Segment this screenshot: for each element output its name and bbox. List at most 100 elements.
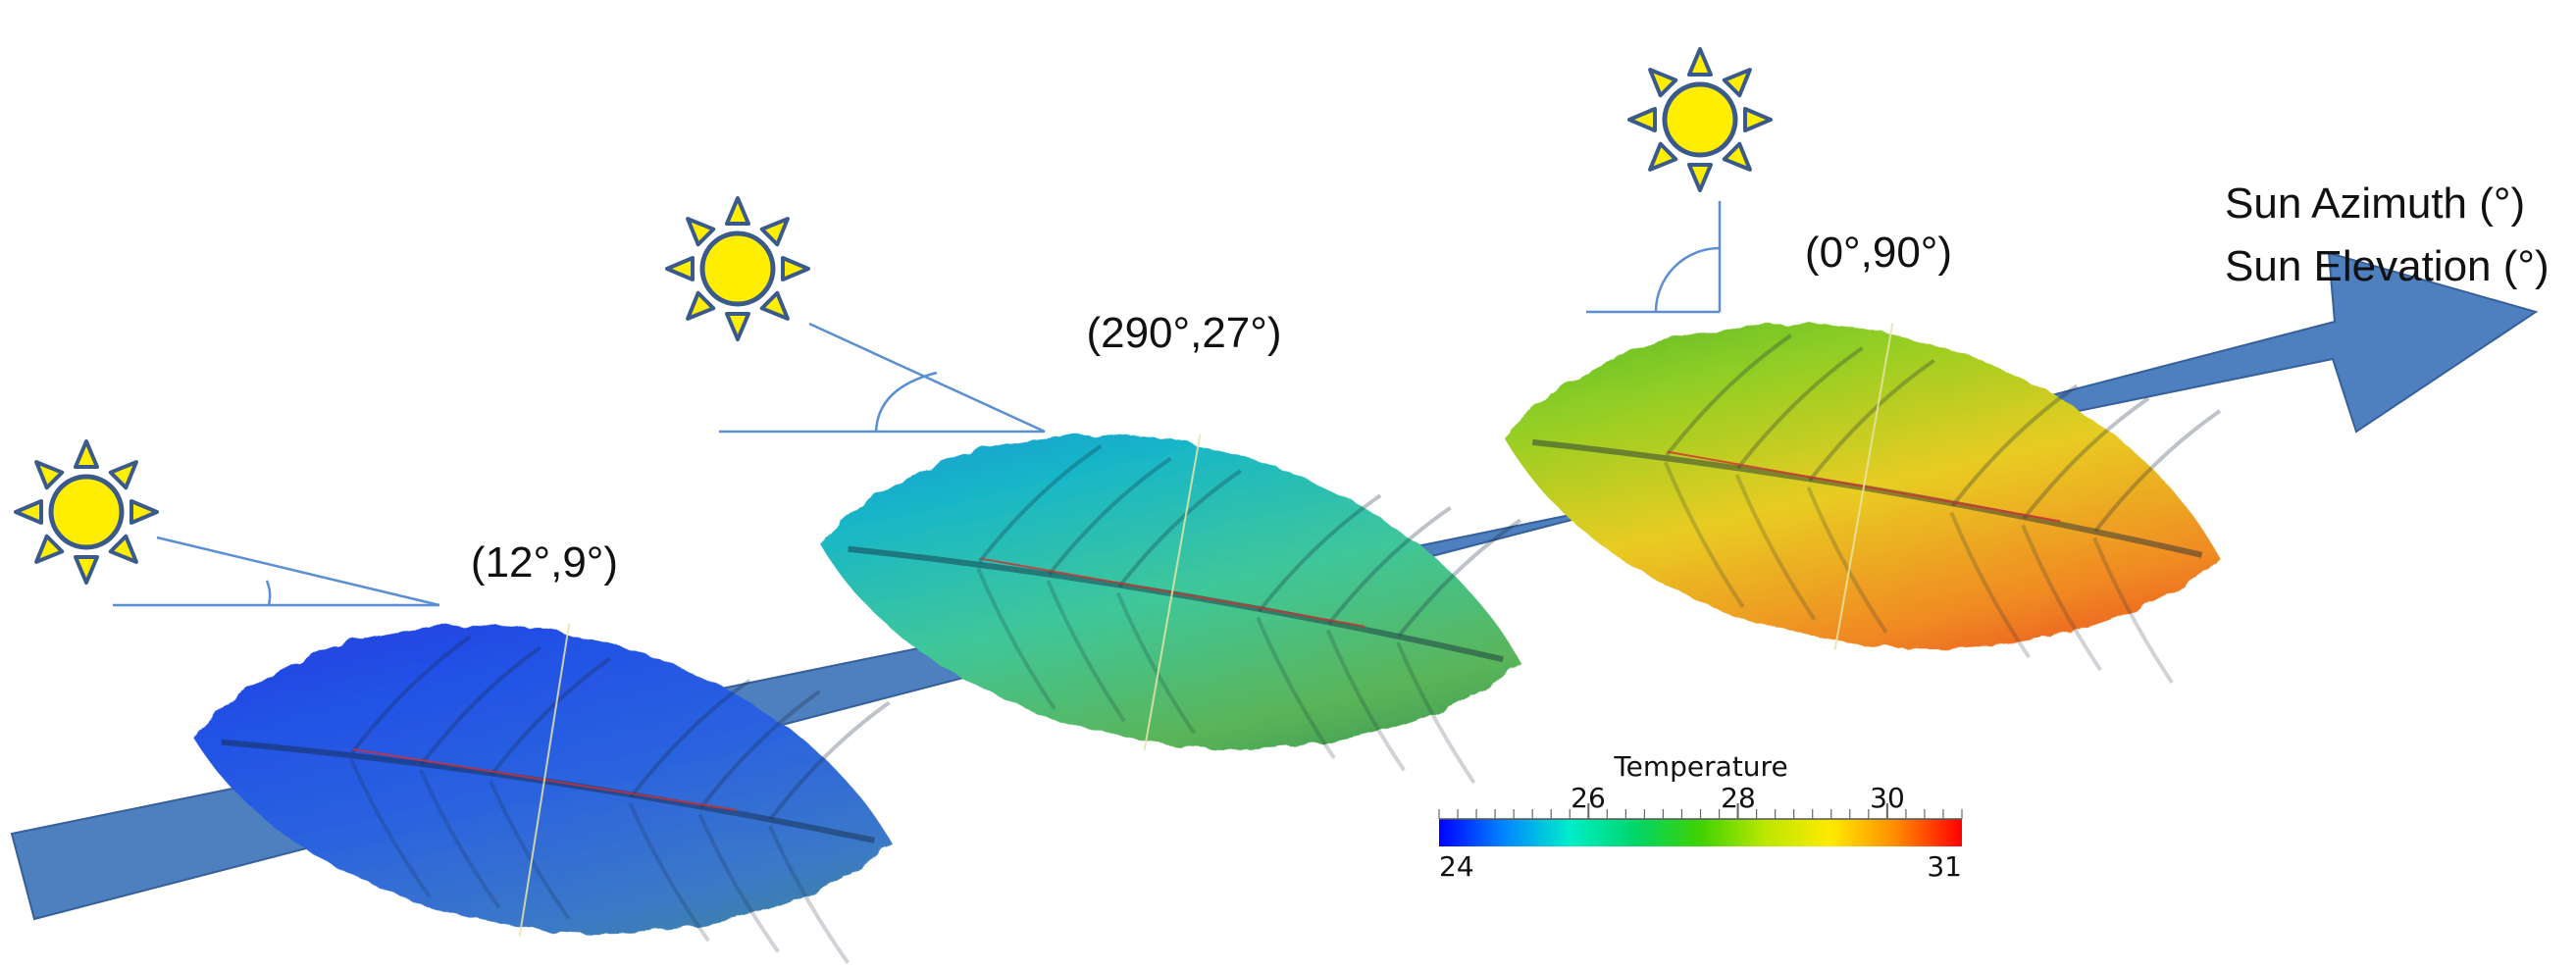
angle-ray <box>808 322 1046 434</box>
sun-ray <box>34 534 65 564</box>
colorbar-min-label: 24 <box>1439 850 1474 883</box>
elevation-angle-marker-1 <box>113 536 440 607</box>
sun-ray <box>1627 107 1657 132</box>
colorbar-tick-label-30: 30 <box>1870 782 1905 814</box>
leaf-vein <box>767 824 850 964</box>
leaf-vein <box>1048 456 1172 576</box>
sun-ray <box>1648 68 1678 98</box>
leaf-vein <box>1046 580 1126 723</box>
leaf-vein <box>1808 358 1935 483</box>
temperature-colorbar: Temperature 24 31 26 28 30 <box>1438 750 1963 883</box>
axis-title-elevation: Sun Elevation (°) <box>2225 242 2550 290</box>
sun-ray <box>725 312 750 341</box>
leaf-vein <box>1950 383 2079 507</box>
leaf-vein <box>1256 617 1336 759</box>
leaf-vein <box>697 813 780 953</box>
sun-icon-3 <box>1627 47 1773 192</box>
sun-ray <box>1743 107 1773 132</box>
leaf-vein <box>1325 629 1407 772</box>
sun-ray <box>686 290 716 321</box>
condition-label-3: (0°,90°) <box>1805 229 1952 277</box>
leaf-vein <box>489 780 571 920</box>
angle-arc <box>874 371 938 433</box>
leaf-vein <box>1806 486 1888 634</box>
leaf-vein <box>1736 346 1864 470</box>
colorbar-gradient <box>1439 819 1962 846</box>
leaf-midrib <box>1531 438 2203 558</box>
sun-icon-2 <box>665 196 810 341</box>
leaf-vein <box>1663 461 1745 608</box>
sun-ray <box>129 499 159 525</box>
sun-ray <box>74 555 99 585</box>
suns-group <box>14 47 1773 607</box>
leaf-1 <box>193 623 893 964</box>
elevation-angle-marker-2 <box>719 322 1046 434</box>
leaf-vein <box>1396 641 1476 785</box>
leaf-vein <box>977 444 1103 564</box>
sun-ray <box>781 256 810 281</box>
sun-ray <box>1722 68 1752 98</box>
sun-ray <box>34 460 65 490</box>
sun-ray <box>1687 163 1713 192</box>
sun-disc <box>699 230 776 307</box>
sun-ray <box>1722 141 1752 172</box>
leaf-vein <box>1397 518 1521 638</box>
leaf-midrib <box>848 545 1504 663</box>
leaf-vein <box>629 679 751 798</box>
leaf-vein <box>768 700 891 821</box>
sun-ray <box>759 290 790 321</box>
sun-ray <box>108 460 138 490</box>
sun-ray <box>725 196 750 226</box>
sun-icon-1 <box>14 439 159 585</box>
leaf-crosshair-vertical <box>518 623 571 937</box>
angle-ray <box>156 536 440 607</box>
colorbar-tick-label-26: 26 <box>1571 782 1606 814</box>
leaf-vein <box>1949 511 2032 659</box>
leaf-vein <box>1665 333 1792 457</box>
leaf-vein <box>2093 409 2222 533</box>
colorbar-ticks <box>1438 803 1963 820</box>
leaf-3 <box>1504 323 2222 685</box>
leaf-vein <box>2021 524 2102 672</box>
sun-ray <box>1687 47 1713 77</box>
leaf-vein <box>698 690 821 809</box>
leaf-vein <box>1117 469 1242 588</box>
leaf-vein <box>420 645 542 765</box>
sun-ray <box>759 217 790 247</box>
leaf-vein <box>1115 591 1197 735</box>
leaf-vein <box>1734 474 1817 621</box>
sun-disc <box>1662 81 1738 158</box>
elevation-angle-marker-3 <box>1586 201 1722 314</box>
sun-ray <box>74 439 99 469</box>
sun-ray <box>665 256 695 281</box>
leaf-vein <box>2092 537 2174 685</box>
angle-arc <box>1654 246 1721 313</box>
colorbar-max-label: 31 <box>1927 850 1962 883</box>
leaf-2 <box>820 434 1521 785</box>
axis-title-azimuth: Sun Azimuth (°) <box>2225 179 2525 228</box>
leaves-group <box>193 323 2222 964</box>
leaf-midrib <box>221 739 876 843</box>
condition-label-1: (12°,9°) <box>471 538 618 587</box>
leaf-vein <box>489 656 612 777</box>
leaf-crosshair-vertical <box>1833 323 1894 650</box>
colorbar-title: Temperature <box>1613 750 1787 783</box>
angle-arc <box>265 580 272 606</box>
sun-ray <box>1648 141 1678 172</box>
leaf-crosshair-vertical <box>1143 434 1202 751</box>
leaf-vein <box>976 567 1056 710</box>
sun-ray <box>108 534 138 564</box>
condition-label-2: (290°,27°) <box>1086 309 1281 357</box>
sun-ray <box>686 217 716 247</box>
sun-ray <box>14 499 43 525</box>
leaf-vein <box>350 635 472 754</box>
leaf-vein <box>1257 493 1382 613</box>
leaf-vein <box>419 769 501 909</box>
leaf-vein <box>2022 396 2150 520</box>
leaf-vein <box>1327 506 1452 625</box>
leaf-vein <box>349 758 432 898</box>
colorbar-tick-label-28: 28 <box>1721 782 1756 814</box>
leaf-vein <box>628 802 710 943</box>
sun-disc <box>48 474 125 550</box>
